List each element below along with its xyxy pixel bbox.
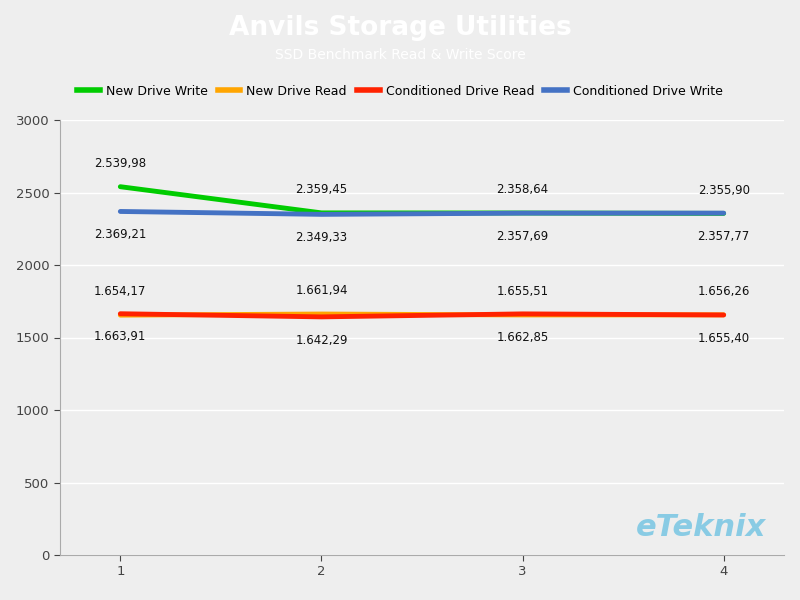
Text: 2.369,21: 2.369,21 xyxy=(94,228,146,241)
Text: 1.661,94: 1.661,94 xyxy=(295,284,348,298)
Text: SSD Benchmark Read & Write Score: SSD Benchmark Read & Write Score xyxy=(274,48,526,62)
Text: Anvils Storage Utilities: Anvils Storage Utilities xyxy=(229,15,571,41)
Text: 1.655,51: 1.655,51 xyxy=(497,285,549,298)
Text: 2.357,69: 2.357,69 xyxy=(497,230,549,243)
Text: 2.357,77: 2.357,77 xyxy=(698,230,750,243)
Text: 1.662,85: 1.662,85 xyxy=(497,331,549,344)
Text: 1.656,26: 1.656,26 xyxy=(698,285,750,298)
Text: 1.663,91: 1.663,91 xyxy=(94,331,146,343)
Text: 2.355,90: 2.355,90 xyxy=(698,184,750,197)
Text: 1.654,17: 1.654,17 xyxy=(94,286,146,298)
Text: 2.349,33: 2.349,33 xyxy=(295,231,347,244)
Text: 2.359,45: 2.359,45 xyxy=(295,183,347,196)
Text: eTeknix: eTeknix xyxy=(636,513,766,542)
Legend: New Drive Write, New Drive Read, Conditioned Drive Read, Conditioned Drive Write: New Drive Write, New Drive Read, Conditi… xyxy=(72,80,728,103)
Text: 1.642,29: 1.642,29 xyxy=(295,334,348,347)
Text: 2.539,98: 2.539,98 xyxy=(94,157,146,170)
Text: 1.655,40: 1.655,40 xyxy=(698,332,750,344)
Text: 2.358,64: 2.358,64 xyxy=(497,184,549,196)
